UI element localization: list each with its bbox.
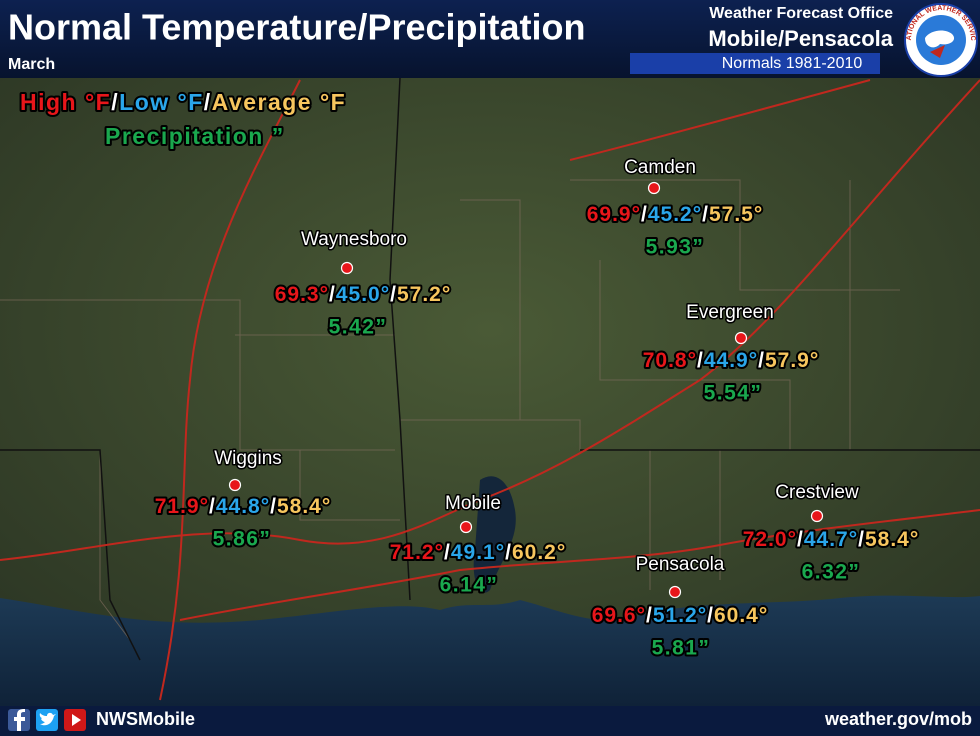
city-marker bbox=[459, 520, 473, 534]
temperature-line: 72.0°/44.7°/58.4° bbox=[743, 528, 920, 551]
precipitation: 6.14” bbox=[440, 574, 499, 597]
precipitation: 5.81” bbox=[652, 637, 711, 660]
low-temperature: 45.2° bbox=[648, 203, 702, 226]
city-name: Camden bbox=[624, 157, 696, 178]
low-temperature: 49.1° bbox=[451, 541, 505, 564]
city-name: Evergreen bbox=[686, 302, 774, 323]
separator: / bbox=[444, 541, 451, 564]
average-temperature: 57.9° bbox=[765, 349, 819, 372]
normals-box bbox=[630, 53, 880, 74]
city-name: Wiggins bbox=[214, 448, 282, 469]
separator: / bbox=[329, 283, 336, 306]
normals-period: Normals 1981-2010 bbox=[722, 55, 863, 72]
separator: / bbox=[209, 495, 216, 518]
precipitation: 5.93” bbox=[646, 236, 705, 259]
separator: / bbox=[707, 604, 714, 627]
temperature-line: 70.8°/44.9°/57.9° bbox=[643, 349, 820, 372]
month: March bbox=[8, 56, 55, 73]
average-temperature: 57.2° bbox=[397, 283, 451, 306]
precipitation: 5.42” bbox=[329, 316, 388, 339]
separator: / bbox=[858, 528, 865, 551]
precipitation: 6.32” bbox=[802, 561, 861, 584]
office-name: Mobile/Pensacola bbox=[708, 26, 893, 51]
city-name: Mobile bbox=[445, 493, 501, 514]
temperature-line: 71.9°/44.8°/58.4° bbox=[155, 495, 332, 518]
social-icons bbox=[8, 709, 86, 731]
high-temperature: 69.3° bbox=[275, 283, 329, 306]
city-marker bbox=[668, 585, 682, 599]
legend-precipitation: Precipitation ” bbox=[105, 123, 285, 149]
city-marker bbox=[810, 509, 824, 523]
state-lines bbox=[0, 77, 980, 661]
separator: / bbox=[758, 349, 765, 372]
city-marker bbox=[647, 181, 661, 195]
city-name: Crestview bbox=[775, 482, 859, 503]
city-labels: Camden69.9°/45.2°/57.5°5.93”Waynesboro69… bbox=[153, 156, 921, 662]
separator: / bbox=[505, 541, 512, 564]
temperature-line: 69.3°/45.0°/57.2° bbox=[275, 283, 452, 306]
average-temperature: 57.5° bbox=[709, 203, 763, 226]
high-temperature: 69.6° bbox=[592, 604, 646, 627]
temperature-line: 69.9°/45.2°/57.5° bbox=[587, 203, 764, 226]
city-marker bbox=[228, 478, 242, 492]
high-temperature: 72.0° bbox=[743, 528, 797, 551]
average-temperature: 58.4° bbox=[865, 528, 919, 551]
website-url: weather.gov/mob bbox=[824, 709, 972, 729]
footer-bar bbox=[0, 706, 980, 736]
office-label: Weather Forecast Office bbox=[709, 5, 893, 22]
low-temperature: 51.2° bbox=[653, 604, 707, 627]
low-temperature: 44.8° bbox=[216, 495, 270, 518]
gulf bbox=[0, 595, 980, 706]
city-marker bbox=[734, 331, 748, 345]
city-marker bbox=[340, 261, 354, 275]
precipitation: 5.86” bbox=[213, 528, 272, 551]
title: Normal Temperature/Precipitation bbox=[8, 7, 585, 48]
separator: / bbox=[270, 495, 277, 518]
city-name: Pensacola bbox=[636, 554, 725, 575]
low-temperature: 44.9° bbox=[704, 349, 758, 372]
separator: / bbox=[702, 203, 709, 226]
average-temperature: 58.4° bbox=[277, 495, 331, 518]
high-temperature: 71.9° bbox=[155, 495, 209, 518]
mobile-bay bbox=[473, 476, 516, 593]
separator: / bbox=[646, 604, 653, 627]
temperature-line: 69.6°/51.2°/60.4° bbox=[592, 604, 769, 627]
social-handle: NWSMobile bbox=[96, 709, 195, 729]
high-temperature: 70.8° bbox=[643, 349, 697, 372]
separator: / bbox=[641, 203, 648, 226]
highways bbox=[0, 79, 980, 701]
low-temperature: 44.7° bbox=[804, 528, 858, 551]
high-temperature: 69.9° bbox=[587, 203, 641, 226]
low-temperature: 45.0° bbox=[336, 283, 390, 306]
temperature-line: 71.2°/49.1°/60.2° bbox=[390, 541, 567, 564]
city-name: Waynesboro bbox=[301, 229, 407, 250]
legend-temperature: High °F/Low °F/Average °F bbox=[20, 89, 346, 115]
separator: / bbox=[797, 528, 804, 551]
separator: / bbox=[697, 349, 704, 372]
separator: / bbox=[390, 283, 397, 306]
precipitation: 5.54” bbox=[704, 382, 763, 405]
average-temperature: 60.2° bbox=[512, 541, 566, 564]
average-temperature: 60.4° bbox=[714, 604, 768, 627]
high-temperature: 71.2° bbox=[390, 541, 444, 564]
